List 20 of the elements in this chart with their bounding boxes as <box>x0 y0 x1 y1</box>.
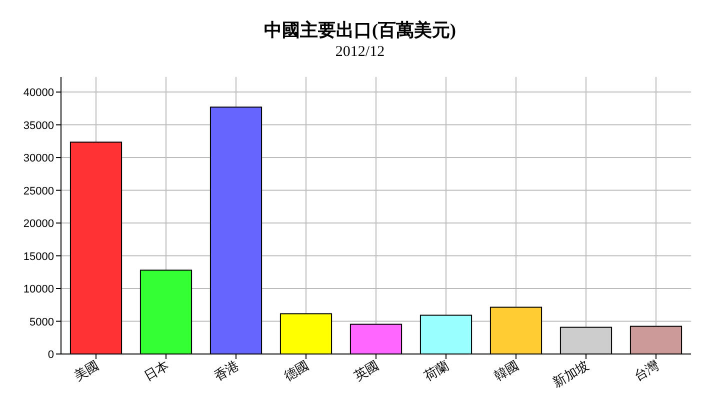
x-tick-label: 韓國 <box>491 358 522 384</box>
x-tick-label: 香港 <box>211 358 242 384</box>
y-tick-label: 10000 <box>23 284 54 296</box>
y-tick-label: 35000 <box>23 120 54 132</box>
y-tick-label: 0 <box>48 349 54 361</box>
y-tick-label: 30000 <box>23 152 54 165</box>
x-tick-label: 新加坡 <box>550 358 592 390</box>
y-tick-label: 5000 <box>30 316 54 328</box>
x-tick-label: 英國 <box>351 358 382 384</box>
x-tick-label: 德國 <box>281 358 312 384</box>
y-tick-label: 20000 <box>23 218 54 230</box>
chart-title: 中國主要出口(百萬美元) <box>264 20 456 40</box>
y-tick-label: 15000 <box>23 250 54 263</box>
y-tick-label: 25000 <box>23 185 54 198</box>
x-tick-label: 日本 <box>141 358 172 384</box>
chart-subtitle: 2012/12 <box>335 44 385 60</box>
y-tick-label: 40000 <box>23 87 54 100</box>
x-tick-label: 美國 <box>71 358 102 384</box>
x-tick-label: 台灣 <box>631 358 662 384</box>
x-tick-label: 荷蘭 <box>421 358 452 384</box>
